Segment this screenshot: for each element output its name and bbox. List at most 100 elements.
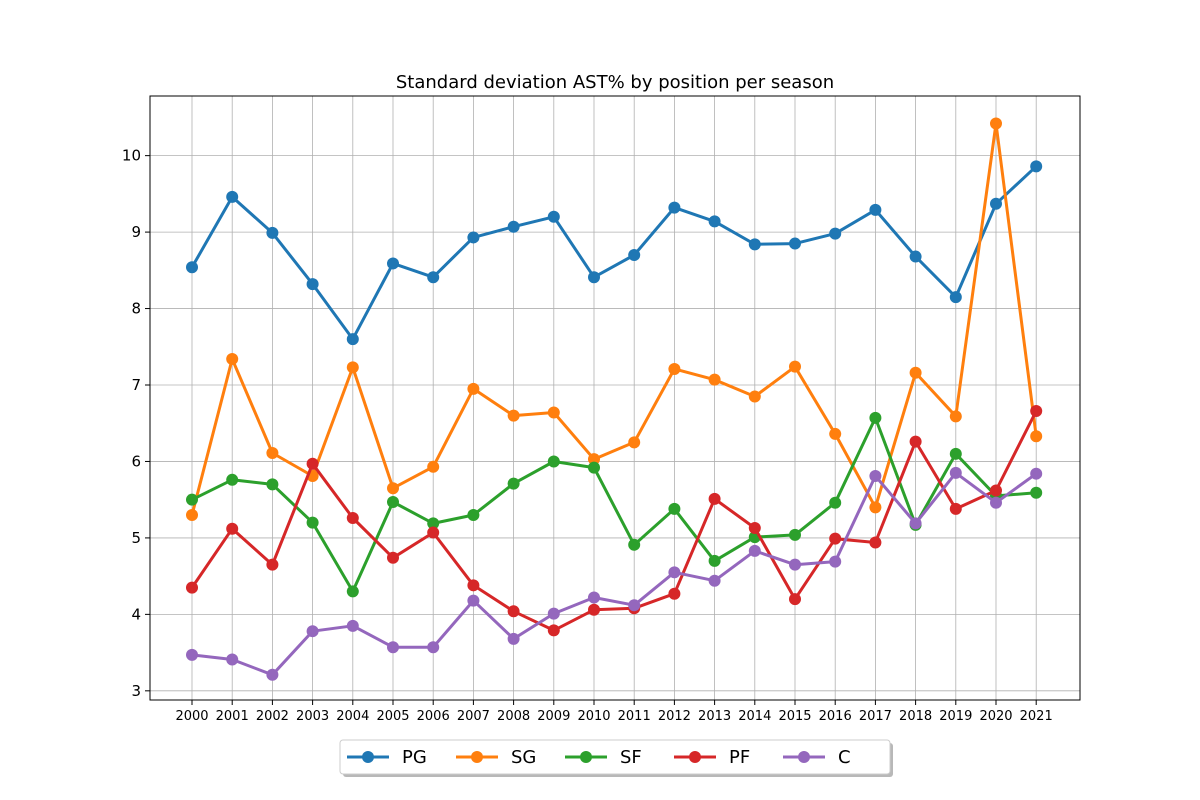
data-point bbox=[507, 220, 520, 233]
data-point bbox=[547, 607, 560, 620]
data-point bbox=[306, 516, 319, 529]
data-point bbox=[588, 453, 600, 466]
plot-frame bbox=[149, 95, 1081, 701]
x-tick-label: 2011 bbox=[618, 709, 651, 724]
data-point bbox=[588, 461, 600, 474]
data-point bbox=[387, 495, 399, 508]
data-point bbox=[628, 436, 641, 449]
data-point bbox=[186, 508, 198, 521]
y-tick-label: 8 bbox=[131, 300, 141, 318]
legend-label: SF bbox=[620, 747, 642, 768]
data-point bbox=[949, 447, 962, 460]
data-point bbox=[226, 353, 239, 366]
data-point bbox=[628, 538, 641, 551]
legend-label: PF bbox=[729, 747, 750, 768]
legend: PG SG SF PF C bbox=[339, 739, 893, 777]
data-point bbox=[869, 411, 882, 424]
y-tick-label: 10 bbox=[122, 147, 141, 165]
legend-label: C bbox=[838, 747, 851, 768]
x-tick-label: 2019 bbox=[939, 709, 972, 724]
data-point bbox=[306, 278, 319, 291]
data-point bbox=[628, 599, 641, 612]
data-point bbox=[306, 625, 319, 638]
gridlines bbox=[150, 96, 1080, 700]
series-sg bbox=[186, 117, 1043, 521]
data-point bbox=[427, 526, 440, 539]
x-tick-label: 2020 bbox=[979, 709, 1012, 724]
data-point bbox=[909, 366, 922, 379]
data-point bbox=[427, 460, 440, 473]
data-point bbox=[1030, 486, 1043, 499]
data-point bbox=[668, 566, 681, 579]
data-point bbox=[990, 484, 1002, 497]
series-line bbox=[190, 122, 1038, 516]
data-point bbox=[869, 501, 882, 514]
x-tick-label: 2016 bbox=[819, 709, 852, 724]
data-point bbox=[346, 585, 359, 598]
legend-label: PG bbox=[402, 747, 427, 768]
x-tick-label: 2012 bbox=[658, 709, 691, 724]
legend-label: SG bbox=[511, 747, 536, 768]
data-point bbox=[789, 237, 801, 250]
data-point bbox=[226, 653, 239, 666]
data-point bbox=[909, 435, 922, 448]
legend-marker bbox=[471, 751, 483, 763]
data-point bbox=[507, 632, 520, 645]
data-point bbox=[789, 558, 801, 571]
data-point bbox=[588, 603, 600, 616]
data-point bbox=[869, 203, 882, 216]
data-point bbox=[306, 457, 319, 470]
data-point bbox=[708, 574, 721, 587]
data-point bbox=[467, 594, 480, 607]
data-point bbox=[628, 249, 641, 262]
data-point bbox=[427, 271, 440, 284]
x-tick-label: 2009 bbox=[537, 709, 570, 724]
data-point bbox=[427, 641, 440, 654]
x-tick-label: 2017 bbox=[859, 709, 892, 724]
data-point bbox=[1030, 467, 1043, 480]
data-point bbox=[789, 528, 801, 541]
data-point bbox=[507, 605, 520, 618]
data-point bbox=[949, 466, 962, 479]
data-point bbox=[387, 641, 399, 654]
data-point bbox=[467, 579, 480, 592]
data-point bbox=[909, 517, 922, 530]
data-point bbox=[829, 496, 842, 509]
data-point bbox=[467, 508, 480, 521]
x-tick-label: 2008 bbox=[497, 709, 530, 724]
legend-item-pf: PF bbox=[674, 747, 750, 768]
data-point bbox=[266, 558, 279, 571]
data-point bbox=[266, 668, 279, 681]
data-point bbox=[869, 469, 882, 482]
data-point bbox=[226, 190, 239, 203]
x-tick-label: 2013 bbox=[698, 709, 731, 724]
data-point bbox=[748, 521, 761, 534]
series-line bbox=[191, 416, 1037, 593]
data-point bbox=[427, 517, 440, 530]
x-tick-label: 2010 bbox=[577, 709, 610, 724]
data-point bbox=[869, 536, 882, 549]
data-point bbox=[266, 447, 279, 460]
data-point bbox=[226, 473, 239, 486]
data-point bbox=[829, 555, 842, 568]
data-point bbox=[507, 477, 520, 490]
x-tick-label: 2018 bbox=[899, 709, 932, 724]
data-point bbox=[547, 624, 560, 637]
data-point bbox=[949, 291, 962, 304]
y-tick-label: 7 bbox=[131, 376, 141, 394]
data-point bbox=[668, 502, 681, 515]
data-point bbox=[1030, 160, 1043, 173]
data-point bbox=[346, 333, 359, 346]
chart-title: Standard deviation AST% by position per … bbox=[396, 72, 834, 93]
legend-item-pg: PG bbox=[347, 747, 427, 768]
data-point bbox=[990, 117, 1002, 130]
legend-marker bbox=[362, 751, 374, 763]
data-point bbox=[708, 373, 721, 386]
data-point bbox=[748, 390, 761, 403]
data-point bbox=[1030, 430, 1043, 443]
data-point bbox=[949, 410, 962, 423]
series-layer bbox=[186, 117, 1043, 681]
x-tick-label: 2003 bbox=[296, 709, 329, 724]
data-point bbox=[547, 406, 560, 419]
y-tick-label: 3 bbox=[131, 682, 141, 700]
